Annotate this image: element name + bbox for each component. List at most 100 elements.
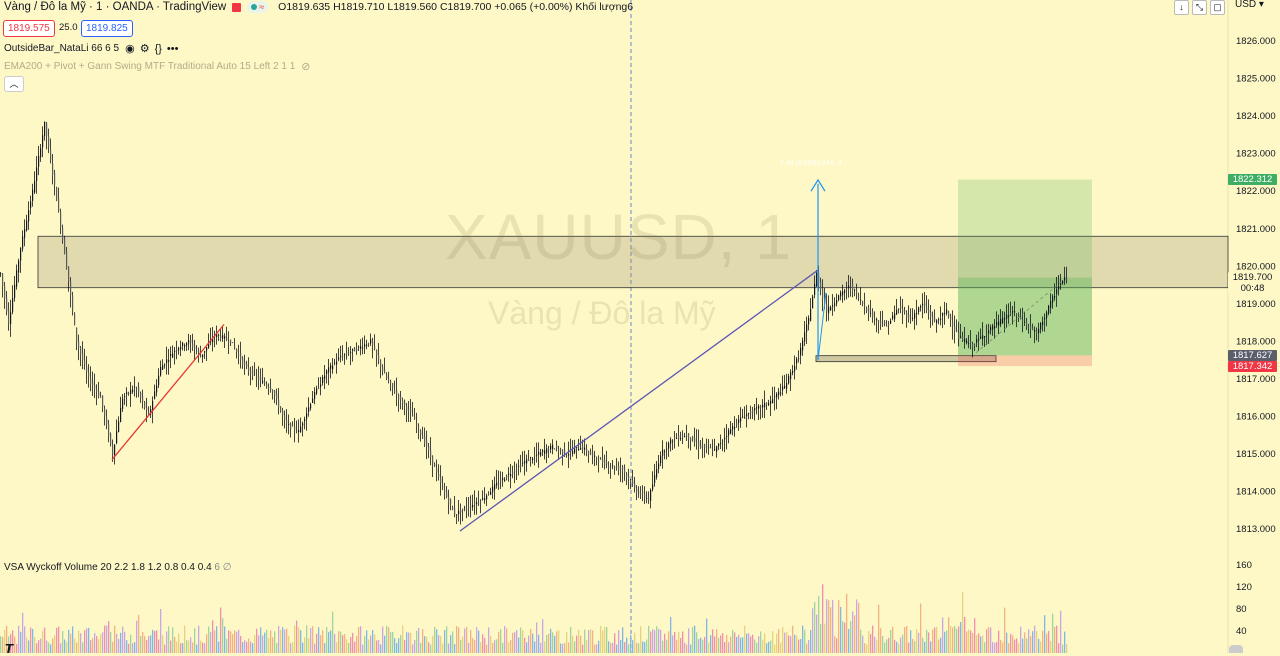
candle-body bbox=[528, 459, 530, 461]
close-icon[interactable]: ▢ bbox=[1210, 0, 1225, 15]
volume-bar bbox=[676, 639, 678, 653]
volume-bar bbox=[822, 584, 824, 653]
volume-bar bbox=[56, 627, 58, 653]
candle-body bbox=[538, 452, 540, 455]
volume-bar bbox=[928, 632, 930, 653]
volume-bar bbox=[678, 631, 680, 653]
candle-body bbox=[304, 419, 306, 422]
volume-bar bbox=[110, 631, 112, 653]
volume-bar bbox=[76, 642, 78, 653]
volume-bar bbox=[1056, 625, 1058, 653]
volume-bar bbox=[602, 630, 604, 653]
candle-body bbox=[734, 426, 736, 429]
volume-bar bbox=[932, 629, 934, 653]
eye-icon[interactable]: ◉ bbox=[125, 43, 135, 55]
candle-body bbox=[848, 285, 850, 288]
candle-body bbox=[1014, 311, 1016, 313]
candle-body bbox=[732, 426, 734, 430]
candle-body bbox=[526, 459, 528, 464]
candle-body bbox=[1060, 282, 1062, 285]
volume-bar bbox=[722, 633, 724, 653]
volume-bar bbox=[698, 638, 700, 653]
candle-body bbox=[92, 381, 94, 386]
candle-body bbox=[590, 452, 592, 455]
volume-bar bbox=[322, 630, 324, 653]
volume-bar bbox=[524, 637, 526, 653]
candle-body bbox=[404, 401, 406, 406]
hidden-eye-icon[interactable]: ⊘ bbox=[301, 61, 311, 73]
price-axis bbox=[1228, 0, 1280, 653]
price-tick-label: 1815.000 bbox=[1236, 449, 1276, 460]
zone-consolidation bbox=[815, 355, 997, 363]
candle-body bbox=[56, 187, 58, 201]
candle-body bbox=[1020, 316, 1022, 320]
candle-body bbox=[330, 365, 332, 369]
candle-body bbox=[240, 353, 242, 360]
candle-body bbox=[354, 348, 356, 352]
candle-body bbox=[1036, 330, 1038, 334]
bid-price-box[interactable]: 1819.575 bbox=[3, 20, 55, 37]
candle-body bbox=[400, 396, 402, 399]
volume-bar bbox=[38, 640, 40, 653]
volume-bar bbox=[636, 642, 638, 653]
market-status-pill[interactable]: ≈ bbox=[247, 1, 269, 13]
volume-bar bbox=[28, 640, 30, 653]
candle-body bbox=[564, 449, 566, 455]
candle-body bbox=[810, 308, 812, 321]
volume-bar bbox=[228, 630, 230, 653]
volume-bar bbox=[542, 619, 544, 653]
volume-bar bbox=[182, 643, 184, 653]
candle-body bbox=[594, 455, 596, 457]
indicator-vsa[interactable]: VSA Wyckoff Volume 20 2.2 1.8 1.2 0.8 0.… bbox=[4, 562, 231, 573]
candle-body bbox=[980, 336, 982, 339]
volume-bar bbox=[164, 644, 166, 653]
volume-bar bbox=[768, 641, 770, 653]
volume-bar bbox=[838, 600, 840, 653]
chevron-up-icon[interactable]: ︿ bbox=[4, 76, 24, 92]
volume-bar bbox=[166, 631, 168, 653]
volume-bar bbox=[126, 640, 128, 653]
indicator-outsidebar[interactable]: OutsideBar_NataLi 66 6 5 ◉ ⚙ {} ••• bbox=[4, 42, 179, 56]
volume-bar bbox=[584, 629, 586, 653]
scroll-handle[interactable] bbox=[1229, 645, 1243, 653]
candle-body bbox=[792, 371, 794, 373]
volume-bar bbox=[346, 639, 348, 653]
symbol-title[interactable]: Vàng / Đô la Mỹ · 1 · OANDA · TradingVie… bbox=[4, 1, 227, 13]
volume-bar bbox=[620, 639, 622, 653]
candle-body bbox=[82, 353, 84, 361]
volume-bar bbox=[1018, 643, 1020, 653]
candle-body bbox=[1002, 317, 1004, 324]
volume-bar bbox=[622, 627, 624, 653]
currency-selector[interactable]: USD ▾ bbox=[1235, 0, 1264, 10]
volume-bar bbox=[338, 631, 340, 653]
candle-body bbox=[662, 449, 664, 456]
more-icon[interactable]: ••• bbox=[166, 42, 179, 55]
ask-price-box[interactable]: 1819.825 bbox=[81, 20, 133, 37]
volume-bar bbox=[848, 628, 850, 653]
candle-body bbox=[188, 339, 190, 344]
candle-body bbox=[1058, 286, 1060, 290]
volume-tick-label: 120 bbox=[1236, 582, 1252, 593]
candle-body bbox=[892, 315, 894, 319]
candle-body bbox=[1032, 328, 1034, 330]
candle-body bbox=[680, 438, 682, 440]
volume-bar bbox=[256, 628, 258, 653]
collapse-icon[interactable]: ⤡ bbox=[1192, 0, 1207, 15]
volume-bar bbox=[944, 631, 946, 653]
code-icon[interactable]: {} bbox=[154, 42, 162, 55]
volume-bar bbox=[176, 641, 178, 653]
settings-icon[interactable]: ⚙ bbox=[139, 43, 150, 55]
volume-bar bbox=[902, 634, 904, 653]
volume-bar bbox=[688, 628, 690, 653]
candle-body bbox=[392, 383, 394, 388]
candle-body bbox=[58, 198, 60, 211]
candle-body bbox=[484, 498, 486, 501]
candle-body bbox=[4, 285, 6, 299]
arrow-down-icon[interactable]: ↓ bbox=[1174, 0, 1189, 15]
volume-bar bbox=[802, 625, 804, 653]
candle-body bbox=[416, 423, 418, 425]
candle-body bbox=[894, 313, 896, 320]
volume-bar bbox=[492, 642, 494, 653]
indicator-ema[interactable]: EMA200 + Pivot + Gann Swing MTF Traditio… bbox=[4, 60, 311, 73]
